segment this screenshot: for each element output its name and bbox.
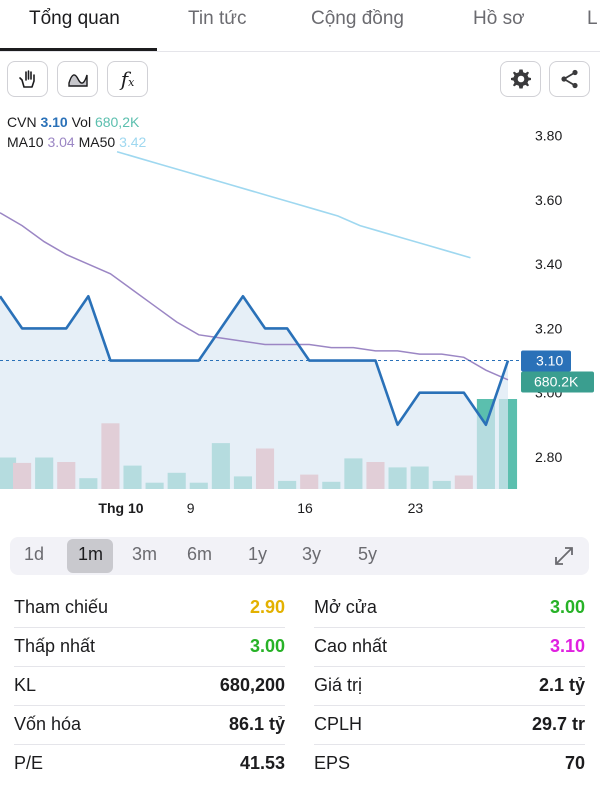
legend-ticker: CVN xyxy=(7,114,37,130)
stat-reference: Tham chiếu 2.90 xyxy=(14,589,285,628)
y-tick-label: 2.80 xyxy=(535,449,562,465)
chart-line-icon xyxy=(67,74,88,87)
stat-low: Thấp nhất 3.00 xyxy=(14,628,285,667)
legend-ma50-label: MA50 xyxy=(78,134,116,150)
x-tick-label: 23 xyxy=(408,500,424,516)
stat-label: Mở cửa xyxy=(314,597,377,617)
price-chart[interactable]: 3.80 3.60 3.40 3.20 3.00 2.80 3.10 680.2K Thg 10… xyxy=(0,100,600,520)
stat-value: 3.00 xyxy=(549,597,585,617)
stat-pe: P/E 41.53 xyxy=(14,745,285,784)
stat-row: P/E 41.53 EPS 70 xyxy=(14,745,587,784)
hand-draw-button[interactable] xyxy=(7,61,48,97)
last-volume-badge-text: 680.2K xyxy=(534,374,579,390)
x-tick-label: 9 xyxy=(187,500,195,516)
tab-overview[interactable]: Tổng quan xyxy=(29,8,120,29)
period-active-highlight xyxy=(67,539,113,573)
legend-row-ma: MA10 3.04 MA50 3.42 xyxy=(7,134,146,150)
period-3y[interactable]: 3y xyxy=(302,544,322,564)
last-volume-badge xyxy=(521,371,594,393)
stat-shares-outstanding: CPLH 29.7 tr xyxy=(314,706,585,745)
x-tick-label: 16 xyxy=(297,500,313,516)
ma50-line xyxy=(116,150,471,259)
stat-label: EPS xyxy=(314,753,351,773)
stat-value: 41.53 xyxy=(239,753,285,773)
legend-row-price: CVN 3.10 Vol 680,2K xyxy=(7,114,139,130)
period-1m[interactable]: 1m xyxy=(78,544,104,564)
period-selector: 1d 1m 3m 6m 1y 3y 5y xyxy=(10,537,589,575)
y-tick-label: 3.20 xyxy=(535,320,562,336)
stat-volume: KL 680,200 xyxy=(14,667,285,706)
period-5y[interactable]: 5y xyxy=(358,544,378,564)
y-tick-label: 3.80 xyxy=(535,128,562,144)
stat-value: 29.7 tr xyxy=(531,714,585,734)
period-6m[interactable]: 6m xyxy=(187,544,213,564)
stat-label: Tham chiếu xyxy=(14,597,109,617)
stat-high: Cao nhất 3.10 xyxy=(314,628,585,667)
ma10-line xyxy=(0,212,509,381)
stat-row: Vốn hóa 86.1 tỷ CPLH 29.7 tr xyxy=(14,706,587,745)
chart-type-button[interactable] xyxy=(57,61,98,97)
legend-vol-label: Vol xyxy=(71,114,92,130)
last-price-badge-text: 3.10 xyxy=(536,353,563,369)
gear-icon xyxy=(510,69,531,89)
tab-more[interactable]: L xyxy=(587,8,598,29)
stat-value: 3.10 xyxy=(549,636,585,656)
period-1d[interactable]: 1d xyxy=(24,544,45,564)
share-icon xyxy=(560,69,578,89)
stat-market-cap: Vốn hóa 86.1 tỷ xyxy=(14,706,285,745)
stat-label: KL xyxy=(14,675,37,695)
expand-icon[interactable] xyxy=(553,545,575,567)
stat-label: Vốn hóa xyxy=(14,714,82,734)
y-tick-label: 3.40 xyxy=(535,256,562,272)
stat-value-traded: Giá trị 2.1 tỷ xyxy=(314,667,585,706)
stat-open: Mở cửa 3.00 xyxy=(314,589,585,628)
last-price-badge xyxy=(521,350,571,372)
legend-vol: 680,2K xyxy=(94,114,140,130)
stat-value: 3.00 xyxy=(249,636,285,656)
stat-value: 86.1 tỷ xyxy=(228,714,285,734)
top-tab-bar: Tổng quan Tin tức Cộng đồng Hồ sơ L xyxy=(0,0,600,52)
legend-price: 3.10 xyxy=(40,114,68,130)
period-1y[interactable]: 1y xyxy=(248,544,268,564)
function-fx-icon: fx xyxy=(120,67,135,91)
stat-value: 70 xyxy=(564,753,585,773)
period-3m[interactable]: 3m xyxy=(132,544,158,564)
active-tab-indicator xyxy=(0,48,157,51)
tab-news[interactable]: Tin tức xyxy=(188,8,247,29)
stat-value: 2.1 tỷ xyxy=(538,675,585,695)
stat-value: 2.90 xyxy=(249,597,285,617)
share-button[interactable] xyxy=(549,61,590,97)
stat-label: Thấp nhất xyxy=(14,636,96,656)
stat-value: 680,200 xyxy=(219,675,285,695)
price-area xyxy=(0,296,508,489)
stat-row: KL 680,200 Giá trị 2.1 tỷ xyxy=(14,667,587,706)
price-line xyxy=(0,294,510,427)
y-tick-label: 3.60 xyxy=(535,192,562,208)
stat-label: Giá trị xyxy=(314,675,363,695)
stat-label: CPLH xyxy=(314,714,363,734)
tab-community[interactable]: Cộng đồng xyxy=(311,8,404,29)
stat-label: P/E xyxy=(14,753,44,773)
indicators-button[interactable]: fx xyxy=(107,61,148,97)
x-tick-label: Thg 10 xyxy=(98,500,143,516)
stat-row: Thấp nhất 3.00 Cao nhất 3.10 xyxy=(14,628,587,667)
legend-ma50: 3.42 xyxy=(119,134,147,150)
hand-draw-icon xyxy=(18,70,35,88)
settings-button[interactable] xyxy=(500,61,541,97)
stat-label: Cao nhất xyxy=(314,636,388,656)
legend-ma10: 3.04 xyxy=(47,134,75,150)
tab-profile[interactable]: Hồ sơ xyxy=(473,8,525,29)
legend-ma10-label: MA10 xyxy=(7,134,44,150)
stat-row: Tham chiếu 2.90 Mở cửa 3.00 xyxy=(14,589,587,628)
stat-eps: EPS 70 xyxy=(314,745,585,784)
